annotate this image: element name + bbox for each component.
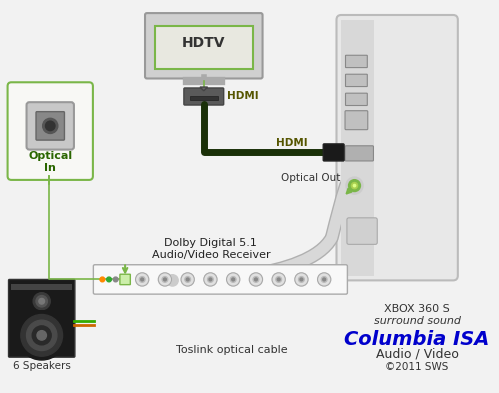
Text: surround sound: surround sound (374, 316, 461, 326)
FancyBboxPatch shape (145, 13, 262, 79)
Circle shape (100, 277, 105, 282)
Text: ©2011 SWS: ©2011 SWS (385, 362, 449, 372)
Circle shape (204, 273, 217, 286)
FancyBboxPatch shape (120, 274, 130, 285)
Circle shape (353, 184, 356, 187)
Circle shape (208, 277, 213, 282)
Circle shape (141, 278, 144, 281)
FancyBboxPatch shape (345, 55, 367, 68)
Circle shape (113, 277, 118, 282)
Circle shape (21, 314, 62, 356)
FancyBboxPatch shape (184, 88, 224, 105)
Text: Toslink optical cable: Toslink optical cable (177, 345, 288, 354)
FancyBboxPatch shape (345, 146, 373, 161)
Circle shape (42, 118, 58, 134)
Circle shape (346, 177, 363, 194)
Text: Audio / Video: Audio / Video (376, 348, 459, 361)
Polygon shape (200, 87, 208, 91)
Circle shape (321, 277, 327, 282)
Circle shape (323, 278, 325, 281)
Circle shape (39, 298, 44, 304)
Circle shape (295, 273, 308, 286)
Circle shape (139, 277, 145, 282)
Text: Columbia ISA: Columbia ISA (344, 330, 490, 349)
FancyBboxPatch shape (345, 74, 367, 86)
Text: HDTV: HDTV (182, 36, 226, 50)
Circle shape (254, 278, 257, 281)
Circle shape (107, 277, 111, 282)
Circle shape (181, 273, 194, 286)
Circle shape (36, 296, 47, 307)
FancyBboxPatch shape (347, 218, 377, 244)
FancyBboxPatch shape (8, 279, 75, 357)
Text: 6 Speakers: 6 Speakers (13, 361, 71, 371)
FancyBboxPatch shape (11, 284, 72, 290)
Text: Dolby Digital 5.1
Audio/Video Receiver: Dolby Digital 5.1 Audio/Video Receiver (152, 238, 270, 260)
Circle shape (298, 277, 304, 282)
Circle shape (300, 278, 303, 281)
Circle shape (17, 311, 66, 360)
Circle shape (186, 278, 189, 281)
Circle shape (167, 275, 178, 286)
Circle shape (164, 278, 166, 281)
Text: HDMI: HDMI (227, 92, 258, 101)
Circle shape (232, 278, 235, 281)
Circle shape (227, 273, 240, 286)
Circle shape (277, 278, 280, 281)
Text: XBOX 360 S: XBOX 360 S (384, 304, 450, 314)
FancyBboxPatch shape (345, 93, 367, 105)
FancyBboxPatch shape (190, 95, 218, 100)
FancyBboxPatch shape (93, 265, 347, 294)
Circle shape (276, 277, 281, 282)
FancyBboxPatch shape (323, 144, 344, 161)
FancyBboxPatch shape (26, 102, 74, 150)
Circle shape (45, 121, 55, 130)
FancyBboxPatch shape (336, 15, 458, 280)
FancyBboxPatch shape (155, 26, 253, 69)
Circle shape (253, 277, 259, 282)
Circle shape (158, 273, 172, 286)
Circle shape (162, 277, 168, 282)
Circle shape (136, 273, 149, 286)
Circle shape (351, 182, 358, 189)
FancyBboxPatch shape (7, 82, 93, 180)
Circle shape (272, 273, 285, 286)
Circle shape (209, 278, 212, 281)
FancyBboxPatch shape (36, 112, 64, 140)
FancyBboxPatch shape (345, 111, 368, 130)
Circle shape (250, 273, 262, 286)
Circle shape (231, 277, 236, 282)
Text: Optical Out: Optical Out (281, 173, 340, 183)
FancyBboxPatch shape (341, 20, 374, 275)
Text: HDMI: HDMI (276, 138, 308, 148)
Circle shape (37, 331, 46, 340)
Circle shape (33, 293, 50, 310)
Circle shape (32, 326, 51, 345)
Circle shape (317, 273, 331, 286)
Circle shape (348, 179, 361, 192)
Circle shape (26, 320, 57, 351)
Circle shape (185, 277, 191, 282)
Text: Optical
In: Optical In (28, 151, 72, 173)
